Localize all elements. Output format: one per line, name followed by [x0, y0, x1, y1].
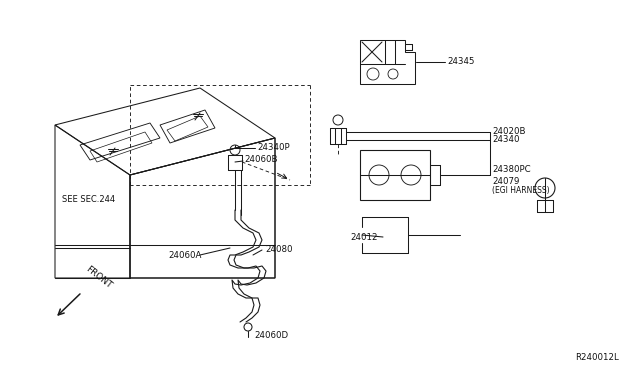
Text: 24080: 24080 [265, 246, 292, 254]
Text: 24340P: 24340P [257, 144, 290, 153]
Text: 24012: 24012 [350, 232, 378, 241]
Text: FRONT: FRONT [84, 264, 113, 290]
Text: 24345: 24345 [447, 58, 474, 67]
Text: 24079: 24079 [492, 176, 520, 186]
Text: 24340: 24340 [492, 135, 520, 144]
Text: 24060B: 24060B [244, 155, 278, 164]
Text: 24060D: 24060D [254, 330, 288, 340]
Text: R240012L: R240012L [575, 353, 619, 362]
Text: SEE SEC.244: SEE SEC.244 [62, 196, 115, 205]
Text: 24020B: 24020B [492, 128, 525, 137]
Text: 24380PC: 24380PC [492, 164, 531, 173]
Text: 24060A: 24060A [168, 250, 202, 260]
Text: (EGI HARNESS): (EGI HARNESS) [492, 186, 550, 196]
